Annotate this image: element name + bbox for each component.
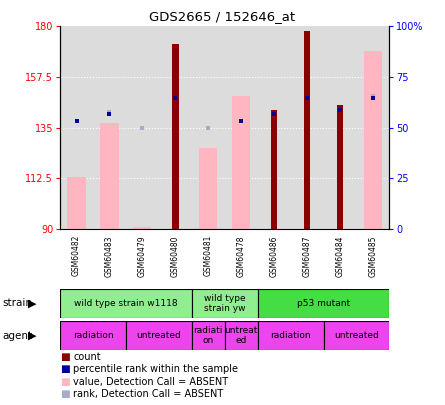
Text: ■: ■ [60, 377, 70, 386]
Text: ▶: ▶ [28, 298, 37, 308]
Bar [258, 321, 324, 350]
Bar [101, 123, 118, 229]
Bar [192, 289, 258, 318]
Bar [68, 177, 85, 229]
Bar [324, 321, 389, 350]
Bar [258, 289, 389, 318]
Bar [172, 44, 178, 229]
Text: agent: agent [2, 331, 32, 341]
Text: untreated: untreated [334, 331, 379, 340]
Text: count: count [73, 352, 101, 362]
Text: p53 mutant: p53 mutant [297, 299, 350, 308]
Text: ▶: ▶ [28, 331, 37, 341]
Text: radiation: radiation [73, 331, 113, 340]
Text: ■: ■ [60, 352, 70, 362]
Text: rank, Detection Call = ABSENT: rank, Detection Call = ABSENT [73, 389, 224, 399]
Text: value, Detection Call = ABSENT: value, Detection Call = ABSENT [73, 377, 229, 386]
Bar [304, 31, 310, 229]
Bar [126, 321, 192, 350]
Text: percentile rank within the sample: percentile rank within the sample [73, 364, 239, 374]
Bar [192, 321, 225, 350]
Text: strain: strain [2, 298, 32, 308]
Bar [364, 51, 382, 229]
Text: ■: ■ [60, 389, 70, 399]
Text: GDS2665 / 152646_at: GDS2665 / 152646_at [150, 10, 295, 23]
Text: untreated: untreated [137, 331, 181, 340]
Bar [134, 226, 151, 229]
Text: untreat
ed: untreat ed [225, 326, 258, 345]
Bar [60, 321, 126, 350]
Bar [271, 110, 277, 229]
Text: ■: ■ [60, 364, 70, 374]
Text: wild type
strain yw: wild type strain yw [204, 294, 246, 313]
Bar [232, 96, 250, 229]
Text: radiati
on: radiati on [194, 326, 223, 345]
Bar [225, 321, 258, 350]
Bar [60, 289, 192, 318]
Text: radiation: radiation [270, 331, 311, 340]
Bar [199, 148, 217, 229]
Text: wild type strain w1118: wild type strain w1118 [74, 299, 178, 308]
Bar [337, 105, 343, 229]
